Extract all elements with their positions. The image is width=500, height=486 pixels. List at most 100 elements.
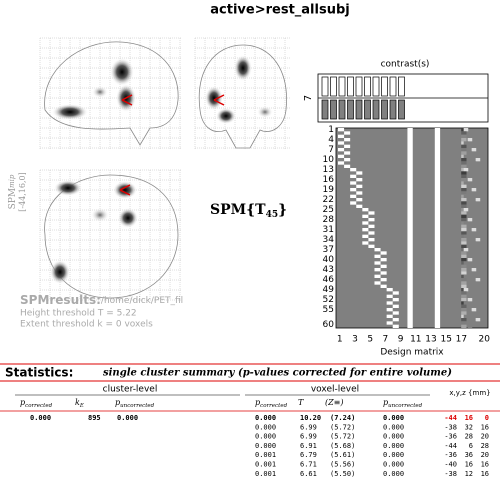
dm-cell [471, 214, 477, 218]
dm-cell [471, 308, 477, 312]
voxel-cell: 10.20 [300, 414, 321, 422]
dm-cell [463, 314, 469, 318]
coord-cell: -38 [444, 470, 457, 478]
coord-cell: 16 [481, 470, 489, 478]
dm-cell [356, 178, 363, 182]
dm-row-label: 1 [328, 125, 334, 135]
dm-cell [467, 258, 473, 262]
dm-cell [461, 284, 467, 288]
dm-cell [338, 128, 345, 132]
dm-cell [368, 218, 375, 222]
dm-cell [350, 181, 357, 185]
dm-cell [362, 241, 369, 245]
dm-cell [374, 268, 381, 272]
dm-cell [350, 168, 357, 172]
column-header: puncorrected [115, 398, 155, 409]
column-main: p [20, 398, 25, 407]
dm-cell [463, 221, 469, 225]
coord-cell: 12 [465, 470, 473, 478]
dm-row-label: 43 [323, 265, 334, 275]
dm-col-label: 5 [367, 335, 373, 345]
contrast-bar [321, 76, 329, 97]
dm-cell [374, 281, 381, 285]
dm-constant [407, 128, 413, 328]
contrast-title: contrast(s) [381, 60, 430, 70]
dm-cell [362, 208, 369, 212]
dm-cell [467, 218, 473, 222]
voxel-cell: 0.000 [383, 461, 404, 469]
dm-cell [463, 248, 469, 252]
dm-cell [461, 164, 467, 168]
dm-cell [380, 264, 387, 268]
dm-cell [461, 228, 467, 232]
dm-cell [392, 304, 399, 308]
dm-cell [461, 148, 467, 152]
stats-title: Statistics: [5, 366, 73, 380]
coord-cell: 16 [465, 461, 473, 469]
contrast-bar [389, 99, 397, 120]
dm-cell [461, 308, 467, 312]
dm-col-label: 9 [398, 335, 404, 345]
dm-cell [461, 184, 467, 188]
voxel-cell: (5.72) [330, 433, 355, 441]
dm-cell [344, 138, 351, 142]
dm-cell [350, 174, 357, 178]
column-header: T [298, 398, 304, 407]
contrast-bar [355, 76, 363, 97]
coord-cell: -44 [444, 414, 457, 422]
voxel-cell: 0.000 [383, 442, 404, 450]
coord-cell: -38 [444, 423, 457, 431]
dm-cell [461, 201, 467, 205]
dm-cell [380, 278, 387, 282]
dm-cell [475, 144, 481, 148]
dm-row-label: 25 [323, 205, 334, 215]
contrast-bar [364, 99, 371, 120]
dm-col-label: 13 [425, 335, 436, 345]
contrast-bar [347, 76, 354, 97]
dm-cell [475, 211, 481, 215]
dm-cell [461, 298, 467, 302]
dm-cell [475, 184, 481, 188]
contrast-bar [372, 76, 380, 97]
dm-cell [461, 238, 467, 242]
mip-coords: [-44,16,0] [18, 172, 27, 211]
dm-cell [461, 214, 467, 218]
column-main: (Z≡) [325, 398, 344, 407]
mip-sub: mip [8, 174, 16, 188]
cluster-cell: 0.000 [30, 414, 51, 422]
column-sub: E [79, 403, 84, 409]
dm-cell [368, 238, 375, 242]
voxel-cell: (5.68) [330, 442, 355, 450]
dm-cell [461, 134, 467, 138]
voxel-cell: 0.000 [383, 470, 404, 478]
dm-cell [386, 288, 393, 292]
dm-cell [368, 224, 375, 228]
dm-cell [461, 291, 467, 295]
statistic-close: } [278, 202, 287, 218]
dm-cell [344, 151, 351, 155]
contrast-bar [355, 99, 363, 120]
contrast-bar [330, 99, 337, 120]
dm-cell [344, 131, 351, 135]
dm-cell [475, 238, 481, 242]
dm-cell [344, 158, 351, 162]
coord-cell: -36 [444, 451, 457, 459]
dm-col-label: 11 [410, 335, 421, 345]
voxel-cell: 0.000 [255, 423, 276, 431]
coord-cell: 6 [469, 442, 473, 450]
dm-cell [471, 148, 477, 152]
voxel-cell: 0.000 [383, 451, 404, 459]
dm-cell [344, 144, 351, 148]
coord-cell: 16 [465, 414, 473, 422]
dm-cell [338, 148, 345, 152]
dm-col-label: 17 [456, 335, 467, 345]
dm-cell [471, 174, 477, 178]
dm-cell [471, 268, 477, 272]
dm-cell [461, 218, 467, 222]
dm-cell [380, 284, 387, 288]
dm-cell [392, 311, 399, 315]
dm-cell [475, 198, 481, 202]
column-main: p [383, 398, 388, 407]
dm-cell [463, 261, 469, 265]
coord-cell: 32 [465, 423, 473, 431]
